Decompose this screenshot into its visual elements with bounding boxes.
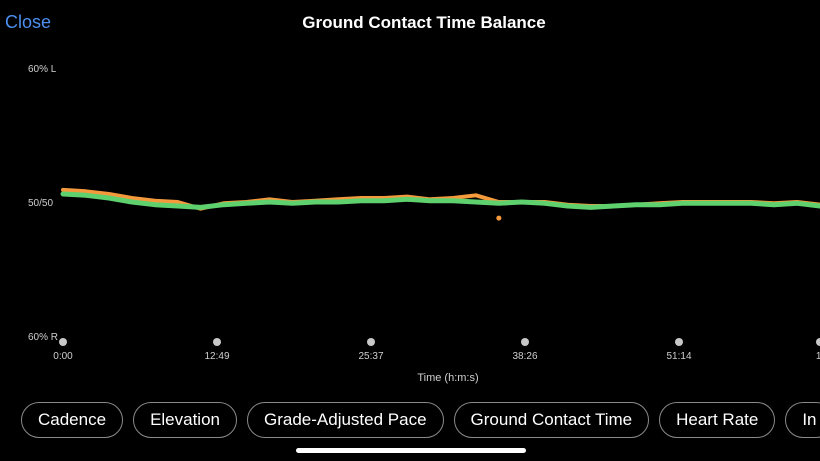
x-tick-marker — [816, 338, 820, 346]
x-tick-marker — [675, 338, 683, 346]
close-button[interactable]: Close — [5, 12, 52, 32]
metric-chip-grade-adjusted-pace[interactable]: Grade-Adjusted Pace — [247, 402, 444, 438]
metric-chip-heart-rate[interactable]: Heart Rate — [659, 402, 776, 438]
x-tick-label: 0:00 — [53, 351, 73, 362]
page-title: Ground Contact Time Balance — [302, 13, 546, 32]
metric-chip-cadence[interactable]: Cadence — [21, 402, 124, 438]
x-tick-marker — [213, 338, 221, 346]
y-tick-label: 50/50 — [28, 198, 53, 209]
x-tick-marker — [59, 338, 67, 346]
outlier-point — [496, 215, 502, 221]
x-tick-marker — [367, 338, 375, 346]
series-line-green — [60, 191, 820, 210]
y-tick-label: 60% R — [28, 332, 58, 343]
metric-chip-elevation[interactable]: Elevation — [133, 402, 237, 438]
metric-chip-in[interactable]: In — [785, 402, 820, 438]
home-indicator — [296, 448, 526, 453]
x-tick-label: 38:26 — [512, 351, 537, 362]
x-tick-label: 25:37 — [358, 351, 383, 362]
y-tick-label: 60% L — [28, 64, 57, 75]
x-tick-label: 12:49 — [204, 351, 229, 362]
x-tick-label: 51:14 — [666, 351, 691, 362]
x-tick-marker — [521, 338, 529, 346]
x-axis-label: Time (h:m:s) — [417, 372, 478, 384]
metric-chip-row: Cadence Elevation Grade-Adjusted Pace Groun… — [21, 402, 820, 438]
metric-chip-ground-contact-time[interactable]: Ground Contact Time — [453, 402, 650, 438]
gct-balance-chart: 60% L 50/50 60% R 0:00 12:49 25:37 38:26 51:14 1… — [28, 64, 820, 384]
x-tick-label: 1: — [816, 351, 820, 362]
